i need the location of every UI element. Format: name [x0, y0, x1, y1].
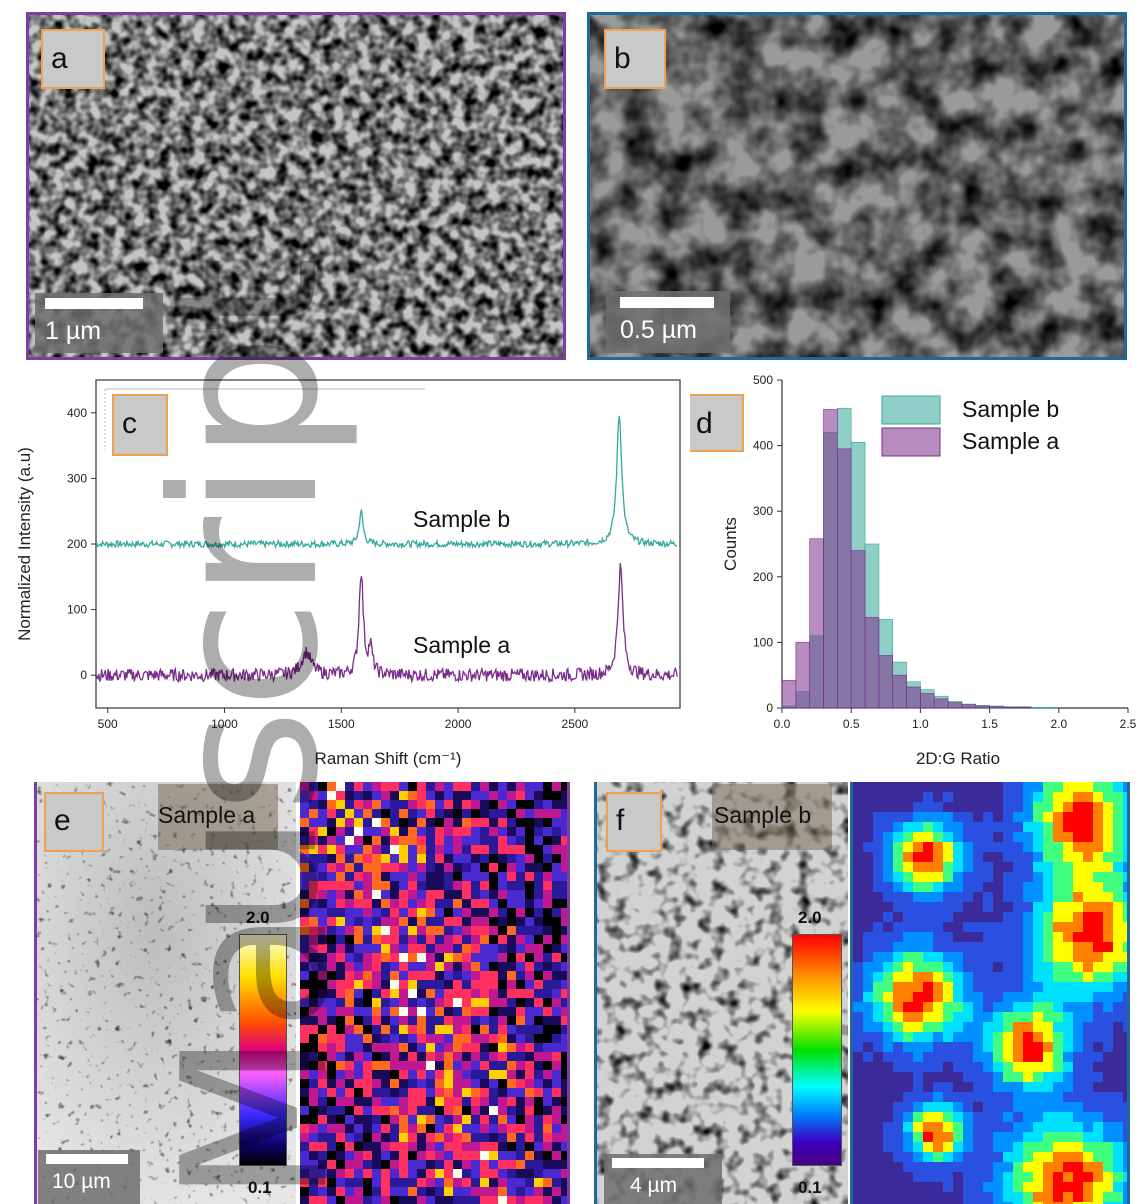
scale-label-b: 0.5 µm — [620, 316, 697, 344]
hist-y-tick-label: 300 — [753, 504, 773, 518]
panel-label-e: e — [44, 792, 104, 852]
hist-bar-a — [1003, 707, 1018, 709]
hist-x-tick-label: 0.5 — [843, 717, 860, 731]
scale-bar-b — [620, 297, 714, 308]
panel-d: 0.0 0.5 1.0 1.5 2.0 2.5 0 100 200 300 400 500 2D:G … — [690, 372, 1141, 777]
panel-label-c: c — [112, 394, 168, 456]
colorbar-min-e: 0.1 — [248, 1178, 272, 1197]
raman-x-tick-label: 2500 — [562, 717, 589, 731]
raman-y-tick-label: 200 — [67, 537, 87, 551]
scale-label-a: 1 µm — [45, 317, 102, 345]
raman-x-axis-title: Raman Shift (cm⁻¹) — [315, 749, 462, 768]
hist-bar-b — [1044, 707, 1060, 709]
scale-bar-box-b: 0.5 µm — [606, 291, 730, 353]
raman-y-tick-label: 300 — [67, 471, 87, 485]
raman-map-f — [850, 782, 1130, 1204]
hist-y-tick-label: 0 — [766, 701, 773, 715]
scale-bar-box-f: 4 µm — [604, 1154, 722, 1204]
scale-bar-box-a: 1 µm — [35, 293, 163, 353]
sample-badge-f — [712, 784, 832, 850]
hist-bar-a — [920, 693, 935, 709]
hist-bar-a — [1016, 707, 1032, 709]
raman-series-label-b: Sample b — [413, 506, 511, 532]
hist-y-tick-label: 100 — [753, 635, 773, 649]
raman-y-tick-label: 0 — [80, 668, 87, 682]
panel-f: f Sample b 2.0 0.1 4 µm — [594, 782, 1130, 1204]
legend-swatch-a — [881, 427, 941, 457]
panel-label-f: f — [606, 792, 662, 852]
raman-chart: 500 1000 1500 2000 2500 0 100 200 300 400 Raman S… — [15, 379, 681, 768]
hist-y-tick-label: 400 — [753, 439, 773, 453]
hist-bar-a — [823, 409, 838, 709]
histogram-chart: 0.0 0.5 1.0 1.5 2.0 2.5 0 100 200 300 400 500 2D:G … — [721, 373, 1137, 768]
hist-x-tick-label: 2.5 — [1120, 717, 1137, 731]
hist-bar-a — [850, 550, 866, 709]
hist-bar-a — [864, 617, 880, 709]
hist-bar-a — [809, 538, 824, 709]
raman-series-line-b — [95, 415, 678, 550]
panel-e: e Sample a 2.0 0.1 10 µm — [34, 782, 570, 1204]
scale-label-e: 10 µm — [52, 1170, 111, 1193]
hist-bar-a — [837, 448, 852, 709]
panel-b: b 0.5 µm — [587, 12, 1127, 360]
hist-bar-a — [975, 705, 990, 709]
sample-label-f: Sample b — [714, 802, 812, 828]
colorbar-max-e: 2.0 — [246, 908, 270, 927]
raman-y-tick-label: 100 — [67, 603, 87, 617]
hist-x-tick-label: 1.0 — [912, 717, 929, 731]
legend-swatch-b — [881, 395, 941, 425]
hist-bar-a — [878, 655, 894, 709]
hist-y-axis-title: Counts — [721, 517, 740, 571]
hist-y-tick-label: 200 — [753, 570, 773, 584]
hist-bar-a — [961, 704, 977, 709]
hist-bar-a — [947, 702, 963, 709]
raman-x-tick-label: 1500 — [328, 717, 355, 731]
panel-label-a: a — [41, 29, 105, 89]
hist-x-tick-label: 2.0 — [1050, 717, 1067, 731]
legend-label-b: Sample b — [962, 396, 1060, 422]
colorbar-min-f: 0.1 — [798, 1178, 822, 1197]
colorbar-e — [239, 934, 287, 1166]
raman-x-tick-label: 500 — [98, 717, 118, 731]
scale-bar-f — [612, 1158, 704, 1168]
hist-bar-a — [906, 686, 921, 709]
scale-label-f: 4 µm — [630, 1174, 678, 1197]
raman-x-tick-label: 1000 — [211, 717, 238, 731]
raman-series-line-a — [95, 563, 678, 684]
sample-label-e: Sample a — [158, 802, 256, 828]
hist-bar-a — [989, 706, 1004, 709]
scale-bar-box-e: 10 µm — [38, 1150, 140, 1204]
panel-a: a 1 µm — [26, 12, 566, 360]
scale-bar-e — [46, 1154, 128, 1164]
raman-series-label-a: Sample a — [413, 632, 511, 658]
panel-label-b: b — [604, 29, 666, 89]
hist-y-tick-label: 500 — [753, 373, 773, 387]
raman-y-tick-label: 400 — [67, 406, 87, 420]
raman-map-e — [300, 782, 570, 1204]
hist-x-tick-label: 0.0 — [774, 717, 791, 731]
hist-bar-b — [1030, 707, 1046, 709]
hist-bar-a — [892, 674, 907, 709]
panel-c: 500 1000 1500 2000 2500 0 100 200 300 400 Raman S… — [0, 372, 690, 777]
panel-label-d: d — [690, 394, 744, 452]
hist-bar-a — [795, 642, 810, 709]
hist-bar-a — [781, 680, 797, 709]
hist-x-axis-title: 2D:G Ratio — [916, 749, 1000, 768]
colorbar-max-f: 2.0 — [798, 908, 822, 927]
hist-bar-a — [933, 698, 949, 709]
raman-x-tick-label: 2000 — [445, 717, 472, 731]
hist-x-tick-label: 1.5 — [981, 717, 998, 731]
optical-image-f — [594, 782, 848, 1204]
raman-y-axis-title: Normalized Intensity (a.u) — [15, 447, 34, 641]
scale-bar-a — [45, 298, 143, 309]
colorbar-f — [792, 934, 842, 1166]
sample-badge-e — [158, 784, 278, 850]
legend-label-a: Sample a — [962, 428, 1060, 454]
